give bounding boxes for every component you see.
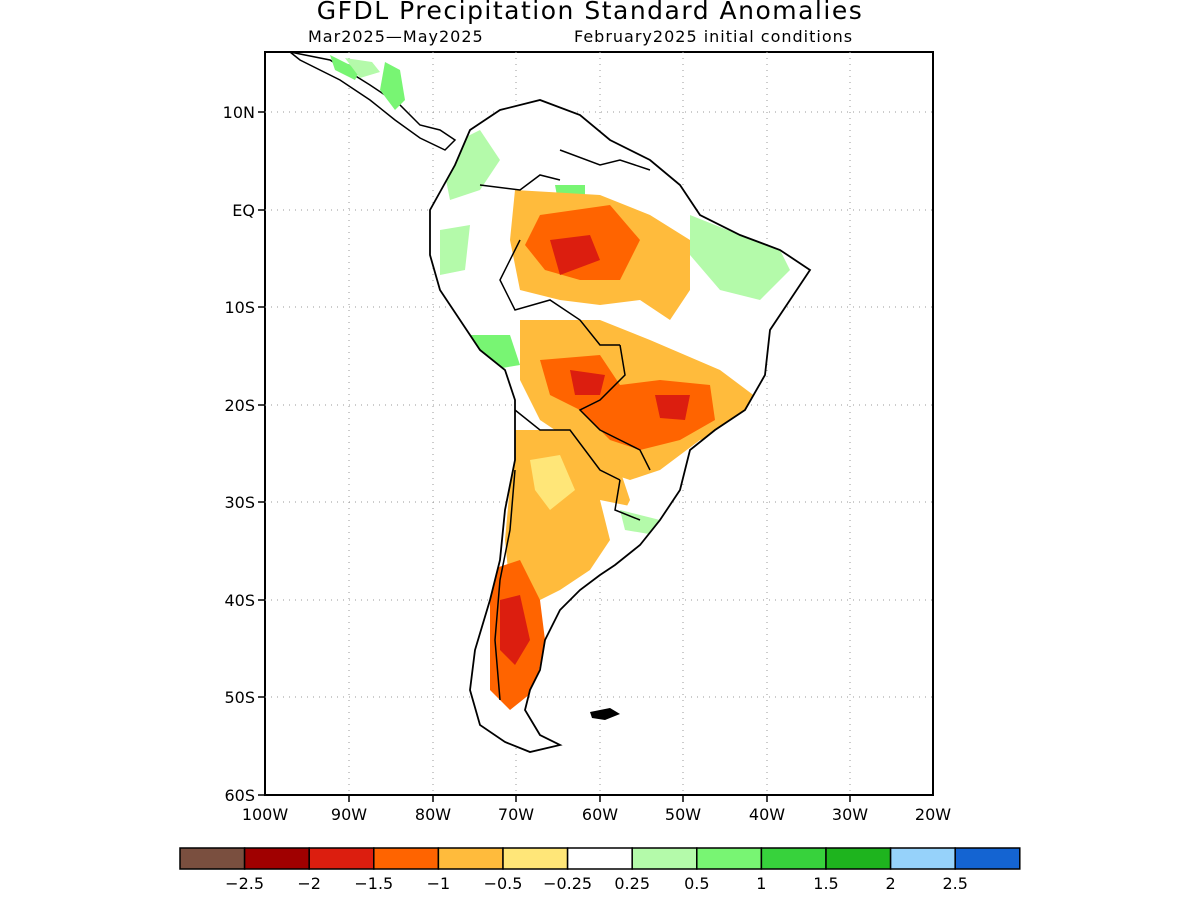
lon-label: 100W [242,805,289,824]
colorbar-swatch [825,847,892,870]
lat-label: EQ [232,201,255,220]
colorbar-swatch [889,847,956,870]
colorbar-swatch [566,847,633,870]
lon-label: 40W [749,805,785,824]
colorbar-swatch [243,847,310,870]
falkland-islands [590,708,620,720]
lat-label: 30S [224,493,255,512]
forecast-period: Mar2025—May2025 [308,27,484,46]
colorbar-swatch [308,847,375,870]
colorbar-label: 0.5 [684,874,709,893]
colorbar-label: −1 [427,874,451,893]
lon-label: 60W [582,805,618,824]
colorbar-swatch [760,847,827,870]
colorbar-swatch [502,847,569,870]
colorbar-label: −0.5 [484,874,523,893]
colorbar-swatch [954,847,1021,870]
south-america-coastline [429,99,812,753]
lat-label: 60S [224,786,255,805]
colorbar-label: −2.5 [225,874,264,893]
colorbar-swatch [179,847,246,870]
lat-label: 10S [224,298,255,317]
lat-label: 50S [224,688,255,707]
map-title: GFDL Precipitation Standard Anomalies [316,0,864,25]
lat-label: 40S [224,591,255,610]
colorbar-label: 0.25 [614,874,650,893]
country-borders [479,149,651,701]
longitude-labels: 100W 90W 80W 70W 60W 50W 40W 30W 20W [242,805,951,824]
colorbar-label: 2.5 [942,874,967,893]
initial-conditions: February2025 initial conditions [574,27,854,46]
lon-label: 80W [415,805,451,824]
colorbar-swatch [437,847,504,870]
lon-label: 30W [832,805,868,824]
colorbar-label: −1.5 [354,874,393,893]
colorbar-swatch [696,847,763,870]
colorbar-label: −2 [297,874,321,893]
lon-label: 50W [665,805,701,824]
lat-label: 10N [223,103,255,122]
lon-label: 20W [915,805,951,824]
colorbar-swatch [631,847,698,870]
lat-label: 20S [224,396,255,415]
colorbar-label: −0.25 [543,874,592,893]
central-america [289,51,457,151]
lon-label: 90W [331,805,367,824]
colorbar: −2.5 −2 −1.5 −1 −0.5 −0.25 0.25 0.5 1 1.5 2 2.5 [179,847,1021,893]
latitude-labels: 10N EQ 10S 20S 30S 40S 50S 60S [223,103,255,805]
colorbar-label: 1 [756,874,766,893]
colorbar-swatch [373,847,440,870]
lon-label: 70W [498,805,534,824]
colorbar-label: 1.5 [813,874,838,893]
colorbar-label: 2 [886,874,896,893]
axis-ticks [258,111,851,802]
